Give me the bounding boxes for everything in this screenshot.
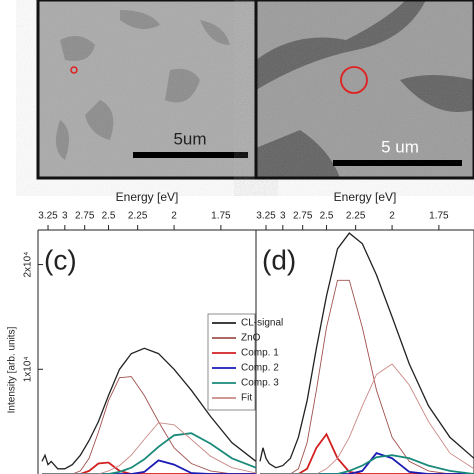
series-line	[260, 454, 474, 474]
x-tick-label: 1.75	[429, 211, 449, 222]
x-tick-label: 3.25	[38, 211, 58, 222]
sem-image-left: 5um	[36, 0, 258, 180]
series-line	[260, 279, 474, 474]
series-line	[42, 459, 256, 474]
series-line	[42, 422, 257, 474]
series-line	[259, 232, 474, 469]
y-axis-label: Intensity [arb. units]	[7, 326, 18, 413]
x-tick-label: 3.25	[256, 211, 276, 222]
legend-label: Fit	[241, 393, 252, 404]
x-tick-label: 2.5	[320, 211, 334, 222]
sem-image-right: 5 um	[254, 0, 474, 180]
legend-box	[207, 313, 256, 411]
legend-label: ZnO	[241, 333, 261, 344]
legend-label: Comp. 3	[241, 378, 279, 389]
y-tick-label: 2x10⁴	[23, 252, 34, 278]
panel-label: (d)	[262, 244, 296, 275]
x-tick-label: 3	[280, 211, 286, 222]
series-line	[42, 376, 256, 474]
x-axis-label: Energy [eV]	[116, 190, 179, 204]
x-tick-label: 2.25	[346, 211, 366, 222]
x-tick-label: 2	[389, 211, 395, 222]
series-line	[260, 432, 474, 474]
series-line	[42, 432, 257, 474]
x-tick-label: 2	[171, 211, 177, 222]
x-tick-label: 2.5	[102, 211, 116, 222]
x-tick-label: 2.25	[128, 211, 148, 222]
x-axis-label: Energy [eV]	[334, 190, 397, 204]
scale-label: 5um	[173, 129, 206, 148]
x-tick-label: 2.75	[75, 211, 95, 222]
legend-label: Comp. 1	[241, 348, 279, 359]
x-tick-label: 1.75	[211, 211, 231, 222]
x-tick-label: 2.75	[293, 211, 313, 222]
y-tick-label: 1x10⁴	[23, 356, 34, 382]
panel-label: (c)	[44, 244, 77, 275]
series-line	[41, 347, 257, 470]
x-tick-label: 3	[62, 211, 68, 222]
series-line	[42, 461, 256, 474]
legend-label: Comp. 2	[241, 363, 279, 374]
legend-label: CL-signal	[241, 318, 283, 329]
scale-label: 5 um	[381, 137, 419, 156]
series-line	[260, 363, 474, 474]
series-line	[260, 452, 474, 474]
